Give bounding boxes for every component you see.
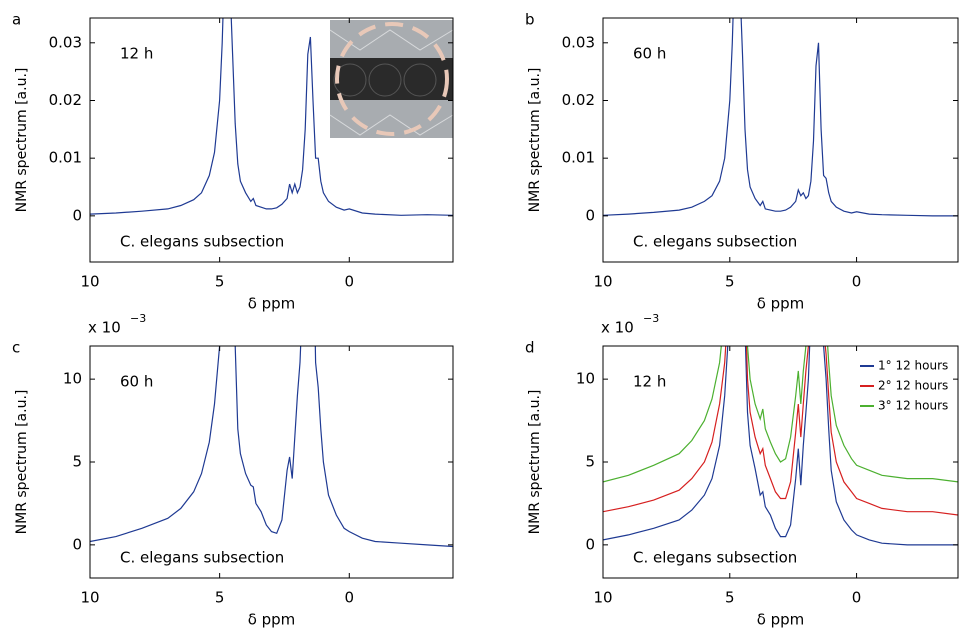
x-tick-label: 10 [593,589,612,607]
legend-label: 1° 12 hours [878,359,948,373]
spectrum-line [90,18,453,216]
y-tick-label: 0 [72,535,82,553]
annotation: 12 h [633,373,666,391]
x-tick-label: 10 [80,589,99,607]
spectrum-line [90,346,453,548]
note: C. elegans subsection [633,233,797,251]
x-tick-label: 0 [345,273,355,291]
y-axis-label: NMR spectrum [a.u.] [527,390,543,535]
y-tick-label: 0.01 [49,149,82,167]
y-axis-label: NMR spectrum [a.u.] [527,68,543,213]
x-tick-label: 0 [345,589,355,607]
y-tick-label: 5 [585,453,595,471]
note: C. elegans subsection [633,549,797,567]
x-axis-label: δ ppm [248,295,296,313]
x-tick-label: 5 [725,273,735,291]
x-tick-label: 0 [852,273,862,291]
x-axis-label: δ ppm [757,295,805,313]
x-axis-label: δ ppm [248,611,296,629]
legend-label: 2° 12 hours [878,379,948,393]
annotation: 60 h [120,373,153,391]
y-tick-label: 0.02 [49,91,82,109]
panel-label: a [12,11,21,29]
y-tick-label: 0 [585,535,595,553]
y-tick-label: 0.03 [49,33,82,51]
y-tick-label: 10 [576,370,595,388]
inset-photo [329,20,454,138]
x-tick-label: 5 [725,589,735,607]
plot-frame [89,17,454,263]
spectrum-line [603,346,958,516]
y-tick-label: 0 [72,206,82,224]
annotation: 60 h [633,45,666,63]
note: C. elegans subsection [120,549,284,567]
y-multiplier: x 10 [88,319,121,337]
x-tick-label: 0 [852,589,862,607]
x-tick-label: 10 [593,273,612,291]
x-tick-label: 5 [215,273,225,291]
y-multiplier-exp: −3 [643,312,659,325]
y-multiplier-exp: −3 [130,312,146,325]
x-tick-label: 5 [215,589,225,607]
note: C. elegans subsection [120,233,284,251]
y-axis-label: NMR spectrum [a.u.] [14,390,30,535]
y-tick-label: 0.01 [562,149,595,167]
panel-label: b [525,11,535,29]
y-tick-label: 5 [72,453,82,471]
y-multiplier: x 10 [601,319,634,337]
legend-label: 3° 12 hours [878,399,948,413]
spectrum-line [603,346,958,546]
spectrum-line [603,346,958,483]
y-axis-label: NMR spectrum [a.u.] [14,68,30,213]
annotation: 12 h [120,45,153,63]
x-axis-label: δ ppm [757,611,805,629]
plot-frame [602,17,959,263]
spectrum-line [603,18,958,217]
y-tick-label: 0.03 [562,33,595,51]
y-tick-label: 0.02 [562,91,595,109]
x-tick-label: 10 [80,273,99,291]
y-tick-label: 0 [585,206,595,224]
panel-label: d [525,339,535,357]
y-tick-label: 10 [63,370,82,388]
panel-label: c [12,339,20,357]
